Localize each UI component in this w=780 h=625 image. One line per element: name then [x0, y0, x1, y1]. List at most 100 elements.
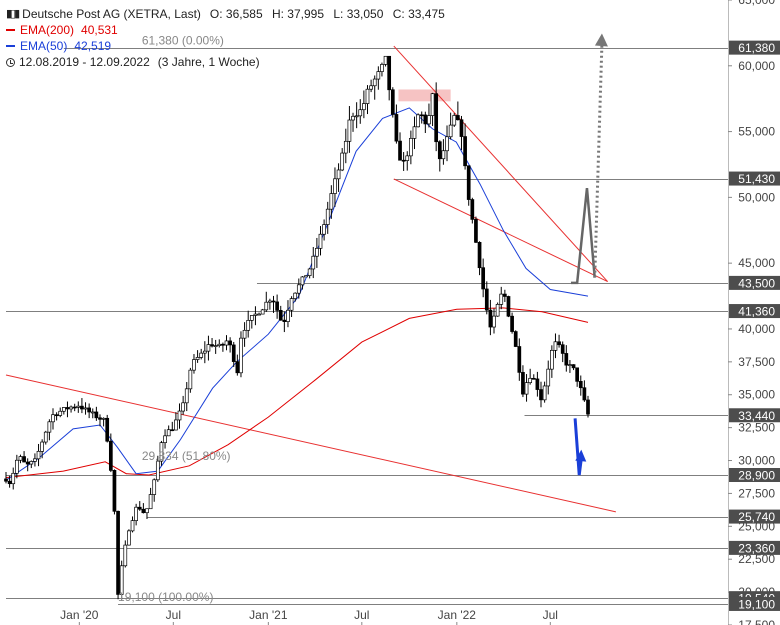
candle-body-55: [202, 350, 207, 354]
candle-body-114: [416, 114, 420, 128]
candle-body-5: [22, 456, 26, 463]
candle-body-99: [362, 103, 366, 111]
candle-body-64: [235, 361, 240, 374]
y-tick-label-12: 22,500: [738, 552, 775, 566]
candle-body-1: [7, 480, 12, 485]
candle-body-82: [300, 276, 305, 286]
fib-label-2: 61,380 (0.00%): [142, 34, 224, 48]
candle-body-57: [210, 344, 214, 347]
candle-body-116: [423, 114, 428, 125]
candlesticks: [4, 55, 590, 600]
candle-body-104: [380, 64, 384, 72]
candle-body-34: [127, 530, 131, 546]
candle-body-128: [466, 165, 471, 200]
candle-body-35: [130, 520, 135, 532]
y-tick-label-1: 60,000: [738, 59, 775, 73]
candle-body-96: [351, 115, 355, 121]
fib-label-0: 29,834 (51.80%): [142, 449, 231, 463]
legend-ema50-row: EMA(50) 42,519: [6, 38, 445, 54]
x-tick-label-3: Jul: [354, 608, 369, 622]
chart-legend: ▮▯▮ Deutsche Post AG (XETRA, Last) O: 36…: [6, 6, 445, 70]
candle-body-30: [112, 470, 117, 512]
candle-body-94: [343, 140, 348, 154]
candle-body-67: [246, 320, 251, 331]
level-badge-label-0: 61,380: [738, 41, 775, 55]
candle-body-44: [163, 435, 167, 444]
candle-body-17: [65, 407, 70, 410]
candle-body-161: [586, 399, 590, 415]
candle-body-101: [369, 85, 373, 90]
candle-body-136: [495, 304, 500, 317]
candle-body-65: [239, 337, 243, 374]
candle-body-43: [159, 442, 164, 462]
candle-body-157: [571, 364, 576, 369]
candle-body-72: [264, 301, 269, 311]
candle-body-77: [282, 319, 287, 322]
candle-body-53: [195, 357, 200, 360]
candle-body-12: [47, 421, 52, 433]
candle-body-109: [398, 140, 402, 161]
candle-body-103: [376, 71, 381, 80]
candle-body-143: [521, 372, 525, 395]
candle-body-3: [14, 459, 19, 474]
candle-body-88: [322, 224, 326, 235]
candle-body-97: [354, 115, 359, 118]
level-badge-label-2: 43,500: [738, 276, 775, 290]
ema50-label: EMA(50): [20, 39, 68, 53]
y-tick-label-6: 37,500: [738, 355, 775, 369]
y-tick-label-7: 35,000: [738, 388, 775, 402]
trendline-2: [393, 178, 608, 283]
candle-body-115: [419, 114, 424, 117]
candle-body-2: [11, 472, 16, 485]
legend-low: L: 33,050: [333, 7, 384, 21]
candle-body-13: [51, 414, 55, 423]
candle-body-41: [152, 479, 157, 495]
projection-arrows: [570, 33, 608, 476]
projection-down-path: [573, 418, 583, 476]
candle-body-8: [33, 458, 37, 462]
candle-body-19: [72, 406, 77, 409]
candle-body-9: [36, 450, 41, 460]
candle-body-14: [54, 414, 59, 417]
legend-high: H: 37,995: [271, 7, 325, 21]
y-axis: 65,000 60,000 55,000 50,000 45,000 40,000 37,5…: [728, 0, 775, 625]
candle-body-78: [286, 309, 290, 322]
level-badge-label-7: 23,360: [738, 541, 775, 555]
candle-body-29: [108, 440, 113, 471]
candle-body-15: [58, 410, 63, 416]
level-badge-6: [729, 509, 780, 524]
y-tick-label-14: 17,500: [738, 618, 775, 625]
ema200-line: [5, 307, 589, 479]
clock-icon: [6, 57, 15, 67]
candle-body-107: [390, 89, 395, 115]
candle-body-25: [94, 411, 99, 419]
candle-body-31: [116, 510, 120, 595]
ema50-value: 42,519: [74, 39, 112, 53]
legend-title-row: ▮▯▮ Deutsche Post AG (XETRA, Last) O: 36…: [6, 6, 445, 22]
candle-body-56: [206, 344, 211, 352]
bar-chart-icon: ▮▯▮: [6, 8, 20, 20]
candle-body-80: [293, 292, 298, 299]
candle-body-62: [228, 340, 232, 346]
y-tick-label-3: 50,000: [738, 190, 775, 204]
trendlines: [5, 45, 616, 513]
candle-body-120: [437, 141, 442, 160]
candle-body-141: [513, 331, 518, 347]
candle-body-111: [405, 155, 410, 161]
ema50-swatch: [6, 45, 15, 47]
candle-body-102: [372, 78, 377, 87]
candle-body-40: [148, 494, 153, 510]
candle-body-11: [43, 431, 48, 443]
candle-body-46: [170, 429, 175, 432]
candle-body-106: [387, 55, 392, 91]
projection-up-dotted: [593, 43, 604, 278]
candle-body-92: [336, 169, 341, 180]
x-tick-label-5: Jul: [543, 608, 558, 622]
candle-body-61: [224, 340, 229, 346]
candle-body-39: [145, 508, 149, 514]
candle-body-90: [329, 193, 334, 210]
candle-body-119: [434, 93, 439, 143]
legend-ohlc: O: 36,585 H: 37,995 L: 33,050 C: 33,475: [201, 6, 445, 22]
legend-open: O: 36,585: [209, 7, 263, 21]
